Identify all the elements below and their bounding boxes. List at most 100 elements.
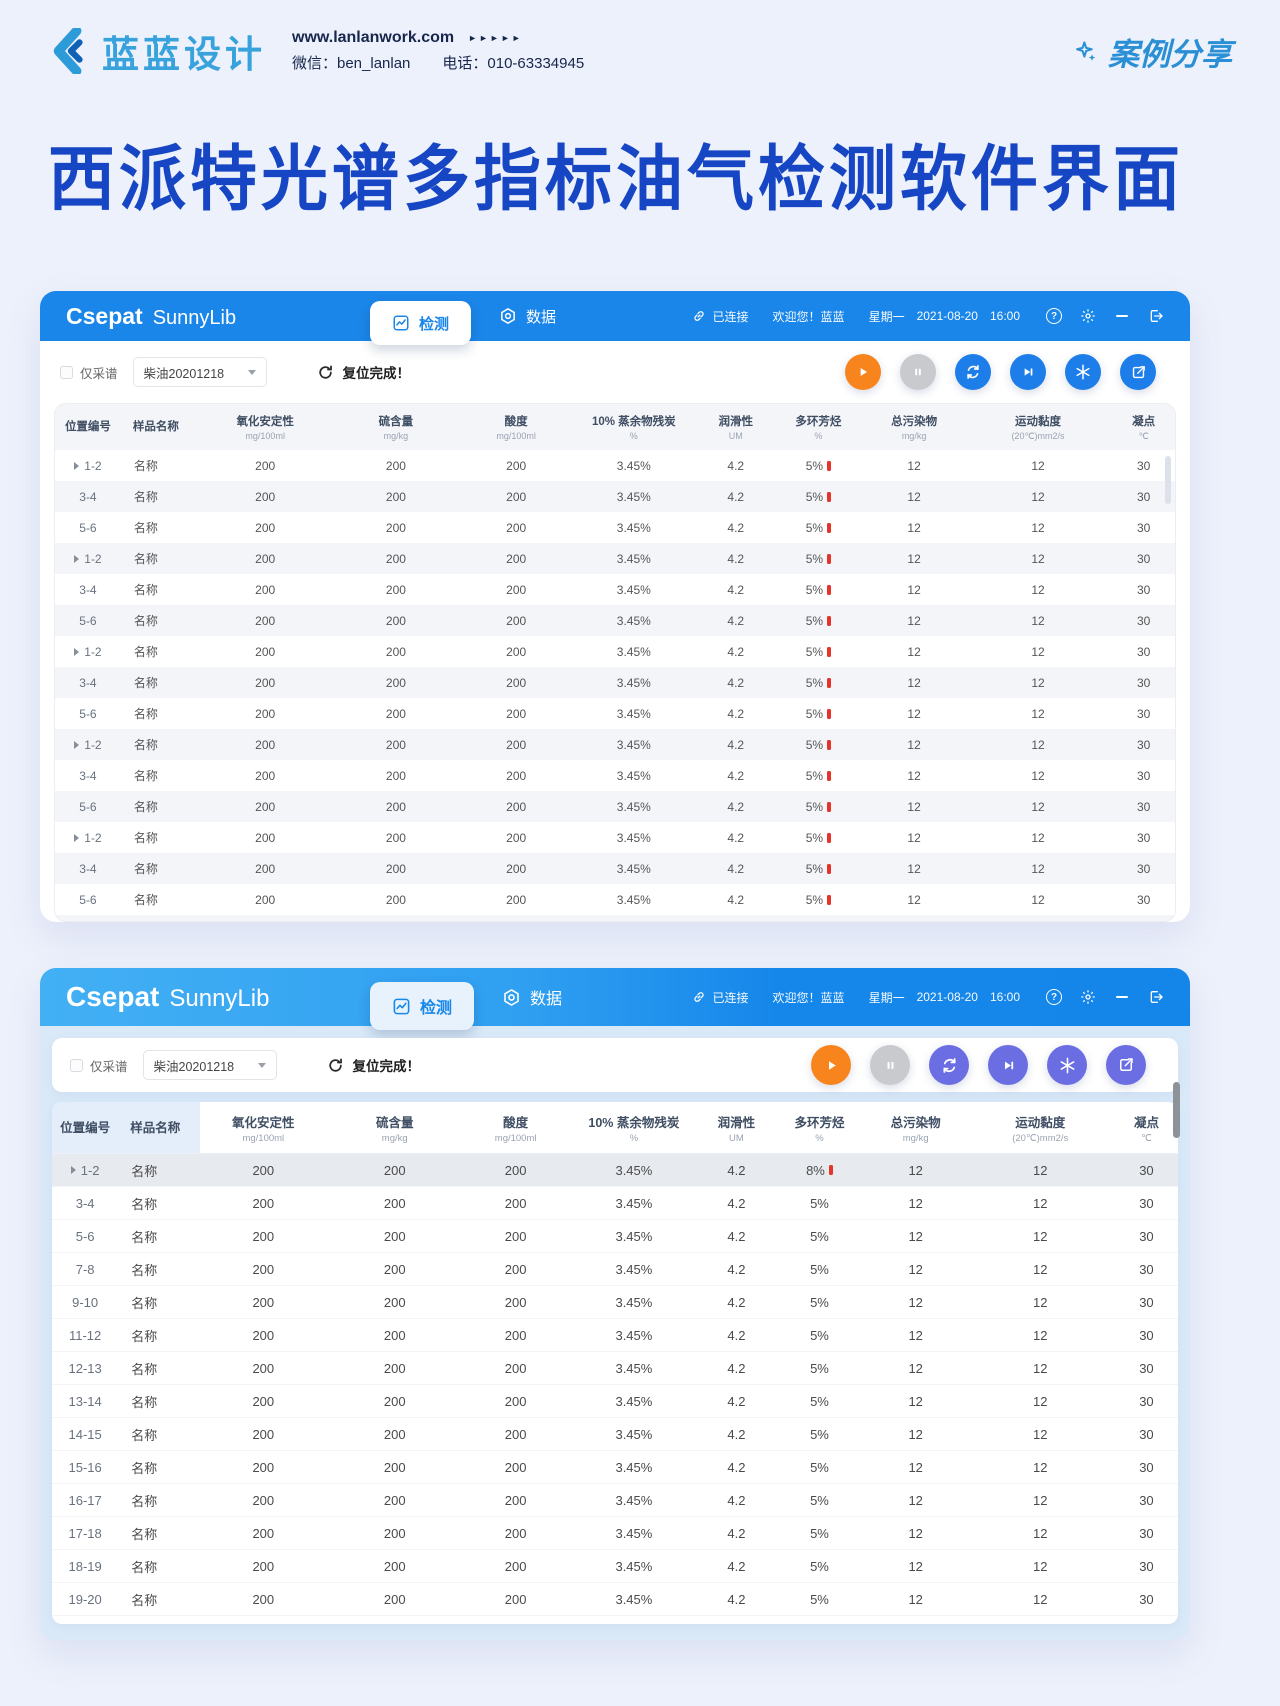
table-row[interactable]: 5-6 名称 200 200 200 3.45% 4.2 5% 12 12 30 [52,1220,1178,1253]
cell-lubricity: 4.2 [727,458,745,473]
time: 16:00 [989,309,1020,323]
cell-residue: 3.45% [616,489,651,504]
column-header[interactable]: 多环芳烃 % [794,1115,845,1144]
table-row[interactable]: 3-4 名称 200 200 200 3.45% 4.2 5% 12 12 30 [55,574,1175,605]
help-icon[interactable]: ? [1046,308,1062,324]
cell-sulfur: 200 [385,892,406,907]
column-header[interactable]: 总污染物 mg/kg [891,416,938,441]
play-button[interactable] [811,1045,851,1085]
table-row[interactable]: 3-4 名称 200 200 200 3.45% 4.2 5% 12 12 30 [55,481,1175,512]
cell-sulfur: 200 [383,1393,406,1409]
scrollbar-thumb[interactable] [1165,456,1171,504]
table-row[interactable]: 15-16 名称 200 200 200 3.45% 4.2 5% 12 12 … [52,1451,1178,1484]
table-row[interactable]: 1-2 名称 200 200 200 3.45% 4.2 5% 12 12 30 [55,822,1175,853]
table-row[interactable]: 5-6 名称 200 200 200 3.45% 4.2 5% 12 12 30 [55,698,1175,729]
spectrum-only-checkbox[interactable] [60,365,73,379]
cell-sample-name: 名称 [133,676,158,690]
table-row[interactable]: 16-17 名称 200 200 200 3.45% 4.2 5% 12 12 … [52,1484,1178,1517]
table-row[interactable]: 1-2 名称 200 200 200 3.45% 4.2 5% 12 12 30 [55,450,1175,481]
column-header[interactable]: 润滑性 UM [717,1115,756,1144]
table-row[interactable]: 9-10 名称 200 200 200 3.45% 4.2 5% 12 12 3… [52,1286,1178,1319]
table-row[interactable]: 17-18 名称 200 200 200 3.45% 4.2 5% 12 12 … [52,1517,1178,1550]
cell-lubricity: 4.2 [727,830,745,845]
column-header[interactable]: 氧化安定性 mg/100ml [232,1115,295,1144]
table-row[interactable]: 13-14 名称 200 200 200 3.45% 4.2 5% 12 12 … [52,1385,1178,1418]
play-button[interactable] [845,354,881,390]
column-header[interactable]: 多环芳烃 % [795,416,842,441]
skip-button[interactable] [1010,354,1046,390]
skip-button[interactable] [988,1045,1028,1085]
cell-acidity: 200 [504,1492,527,1508]
cell-acidity: 200 [506,675,527,690]
row-expand-icon [74,554,80,563]
table-row[interactable]: 18-19 名称 200 200 200 3.45% 4.2 5% 12 12 … [52,1550,1178,1583]
column-header[interactable]: 酸度 mg/100ml [496,416,536,441]
table-row[interactable]: 5-6 名称 200 200 200 3.45% 4.2 5% 12 12 30 [55,884,1175,915]
cell-residue: 3.45% [615,1162,653,1178]
cell-sulfur: 200 [385,706,406,721]
minimize-icon[interactable] [1113,989,1130,1006]
column-header[interactable]: 硫含量 mg/kg [375,1115,414,1144]
column-header[interactable]: 10% 蒸余物残炭 % [591,416,676,441]
table-row[interactable]: 3-4 名称 200 200 200 3.45% 4.2 5% 12 12 30 [55,667,1175,698]
table-row[interactable]: 5-6 名称 200 200 200 3.45% 4.2 5% 12 12 30 [55,791,1175,822]
settings-icon[interactable] [1079,308,1096,325]
table-row[interactable]: 11-12 名称 200 200 200 3.45% 4.2 5% 12 12 … [52,1319,1178,1352]
table-row[interactable]: 1-2 名称 200 200 200 3.45% 4.2 8% 12 12 30 [52,1154,1178,1187]
pause-button[interactable] [870,1045,910,1085]
sample-select[interactable]: 柴油20201218 [132,357,267,387]
column-header[interactable]: 位置编号 [64,421,111,433]
column-header[interactable]: 样品名称 [118,1102,201,1153]
export-button[interactable] [1120,354,1156,390]
export-button[interactable] [1106,1045,1146,1085]
cell-oxidation: 200 [252,1525,275,1541]
settings-icon[interactable] [1079,989,1096,1006]
column-header[interactable]: 位置编号 [52,1102,119,1153]
table-row[interactable]: 14-15 名称 200 200 200 3.45% 4.2 5% 12 12 … [52,1418,1178,1451]
help-icon[interactable]: ? [1046,989,1062,1005]
table-row[interactable]: 3-4 名称 200 200 200 3.45% 4.2 5% 12 12 30 [55,760,1175,791]
refresh-button[interactable] [955,354,991,390]
column-header[interactable]: 凝点 ℃ [1132,415,1156,441]
table-row[interactable]: 3-4 名称 200 200 200 3.45% 4.2 5% 12 12 30 [55,853,1175,884]
tab-data[interactable]: 数据 [502,985,562,1009]
table-row[interactable]: 5-6 名称 200 200 200 3.45% 4.2 5% 12 12 30 [55,605,1175,636]
table-row[interactable]: 1-2 名称 200 200 200 3.45% 4.2 5% 12 12 30 [55,729,1175,760]
exit-icon[interactable] [1147,989,1164,1006]
column-header[interactable]: 样品名称 [132,421,179,433]
minimize-icon[interactable] [1113,308,1130,325]
column-header[interactable]: 运动黏度 (20℃)mm2/s [1011,415,1065,441]
column-header[interactable]: 总污染物 mg/kg [890,1115,941,1144]
reset-icon[interactable] [327,1057,344,1074]
table-row[interactable]: 19-20 名称 200 200 200 3.45% 4.2 5% 12 12 … [52,1583,1178,1616]
toolbar: 仅采谱 柴油20201218 复位完成！ [52,1038,1178,1092]
column-header[interactable]: 酸度 mg/100ml [494,1115,537,1144]
column-header[interactable]: 10% 蒸余物残炭 % [588,1115,680,1144]
sample-select[interactable]: 柴油20201218 [142,1050,277,1080]
tab-detect[interactable]: 检测 [370,982,475,1030]
scrollbar-thumb[interactable] [1173,1082,1180,1138]
column-header[interactable]: 氧化安定性 mg/100ml [236,416,294,441]
refresh-button[interactable] [929,1045,969,1085]
column-header[interactable]: 凝点 ℃ [1133,1115,1159,1144]
column-header[interactable]: 运动黏度 (20℃)mm2/s [1012,1115,1069,1144]
column-header[interactable]: 硫含量 mg/kg [378,416,414,441]
column-header[interactable]: 润滑性 UM [718,416,754,441]
freeze-button[interactable] [1065,354,1101,390]
pause-button[interactable] [900,354,936,390]
table-row[interactable]: 1-2 名称 200 200 200 3.45% 4.2 5% 12 12 30 [55,543,1175,574]
table-row[interactable]: 7-8 名称 200 200 200 3.45% 4.2 5% 12 12 30 [52,1253,1178,1286]
table-row[interactable]: 12-13 名称 200 200 200 3.45% 4.2 5% 12 12 … [52,1352,1178,1385]
table-row[interactable]: 1-2 名称 200 200 200 3.45% 4.2 5% 12 12 30 [55,636,1175,667]
spectrum-only-checkbox[interactable] [70,1058,83,1072]
exit-icon[interactable] [1147,308,1164,325]
reset-icon[interactable] [317,364,334,381]
cell-viscosity: 12 [1033,1459,1048,1475]
tab-detect[interactable]: 检测 [370,301,472,345]
cell-freeze-point: 30 [1139,1426,1154,1442]
tab-data[interactable]: 数据 [499,306,556,327]
table-row[interactable]: 3-4 名称 200 200 200 3.45% 4.2 5% 12 12 30 [52,1187,1178,1220]
table-row[interactable]: 5-6 名称 200 200 200 3.45% 4.2 5% 12 12 30 [55,512,1175,543]
freeze-button[interactable] [1047,1045,1087,1085]
weekday: 星期一 [868,990,905,1005]
